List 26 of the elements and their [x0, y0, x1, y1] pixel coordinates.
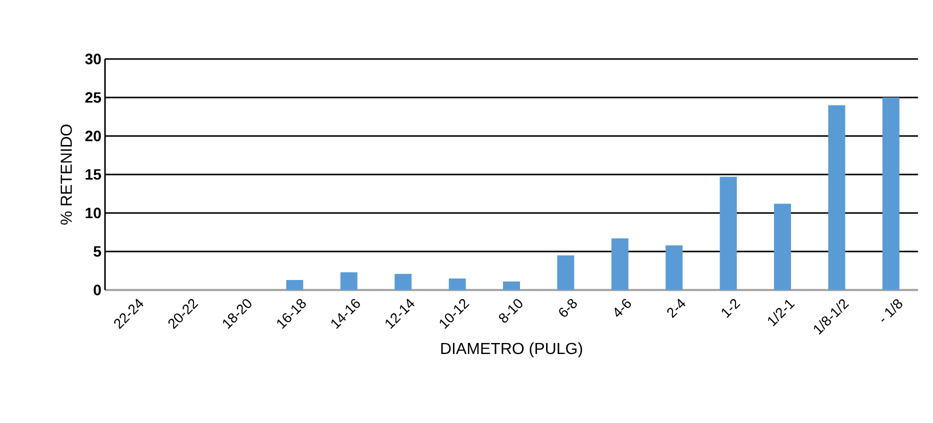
y-tick-label: 10 — [86, 208, 101, 218]
bar — [286, 280, 304, 290]
y-tick-label: 15 — [86, 169, 102, 180]
bar — [882, 97, 900, 290]
bar — [828, 105, 846, 290]
y-tick-label: 5 — [94, 246, 102, 257]
bar — [503, 282, 520, 290]
bar — [720, 176, 737, 290]
x-tick-label: 4-6 — [614, 298, 631, 317]
bar — [611, 238, 628, 290]
x-tick-label: 2-4 — [667, 298, 686, 318]
y-tick-label: 0 — [94, 284, 101, 296]
bar — [448, 278, 466, 290]
bar — [394, 274, 412, 290]
bar — [340, 272, 358, 290]
y-tick-label: 25 — [85, 92, 102, 103]
x-axis-title: DIAMETRO (PULG) — [441, 342, 582, 358]
x-tick-label: - 1/8 — [881, 299, 902, 322]
y-axis-title: % RETENIDO — [60, 124, 72, 225]
bar — [666, 245, 683, 290]
x-tick-label: 6-8 — [559, 299, 577, 317]
x-tick-label: 1-2 — [722, 298, 740, 318]
bar — [557, 255, 574, 290]
y-tick-label: 30 — [85, 54, 101, 64]
y-tick-label: 20 — [85, 130, 101, 142]
bar — [774, 204, 792, 290]
